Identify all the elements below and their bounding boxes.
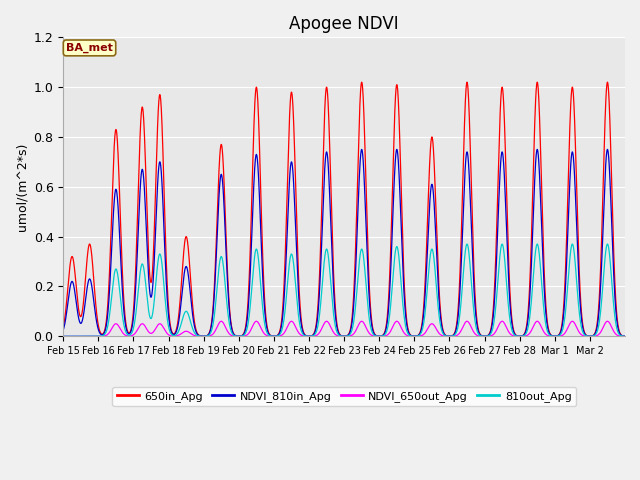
NDVI_810in_Apg (466, 180, 474, 186)
Title: Apogee NDVI: Apogee NDVI (289, 15, 399, 33)
NDVI_650out_Apg (466, 321, 474, 327)
NDVI_650out_Apg (416, 333, 424, 339)
NDVI_810in_Apg (615, 328, 623, 334)
Legend: 650in_Apg, NDVI_810in_Apg, NDVI_650out_Apg, 810out_Apg: 650in_Apg, NDVI_810in_Apg, NDVI_650out_A… (112, 386, 576, 407)
Y-axis label: umol/(m^2*s): umol/(m^2*s) (15, 143, 28, 231)
Line: NDVI_650out_Apg: NDVI_650out_Apg (63, 321, 625, 336)
NDVI_650out_Apg (615, 333, 623, 339)
NDVI_810in_Apg (416, 330, 424, 336)
650in_Apg (604, 79, 611, 85)
Line: NDVI_810in_Apg: NDVI_810in_Apg (63, 149, 625, 336)
810out_Apg (615, 331, 623, 337)
810out_Apg (535, 250, 543, 256)
Text: BA_met: BA_met (66, 43, 113, 53)
NDVI_810in_Apg (502, 198, 509, 204)
810out_Apg (60, 333, 67, 339)
810out_Apg (502, 265, 509, 271)
810out_Apg (621, 333, 629, 339)
810out_Apg (466, 257, 474, 263)
650in_Apg (416, 329, 424, 335)
810out_Apg (416, 332, 424, 337)
650in_Apg (60, 324, 67, 330)
NDVI_650out_Apg (175, 333, 182, 338)
650in_Apg (615, 327, 623, 333)
650in_Apg (621, 333, 629, 339)
810out_Apg (175, 329, 182, 335)
650in_Apg (502, 150, 509, 156)
NDVI_650out_Apg (60, 333, 67, 339)
NDVI_810in_Apg (175, 321, 182, 327)
NDVI_810in_Apg (604, 146, 611, 152)
NDVI_650out_Apg (502, 323, 509, 328)
NDVI_650out_Apg (604, 318, 611, 324)
NDVI_810in_Apg (535, 165, 543, 170)
650in_Apg (175, 316, 182, 322)
650in_Apg (466, 123, 474, 129)
NDVI_810in_Apg (60, 327, 67, 333)
NDVI_810in_Apg (621, 333, 629, 339)
650in_Apg (535, 104, 543, 110)
Line: 810out_Apg: 810out_Apg (63, 244, 625, 336)
Line: 650in_Apg: 650in_Apg (63, 82, 625, 336)
NDVI_650out_Apg (621, 333, 629, 339)
NDVI_650out_Apg (535, 320, 543, 325)
810out_Apg (604, 241, 611, 247)
